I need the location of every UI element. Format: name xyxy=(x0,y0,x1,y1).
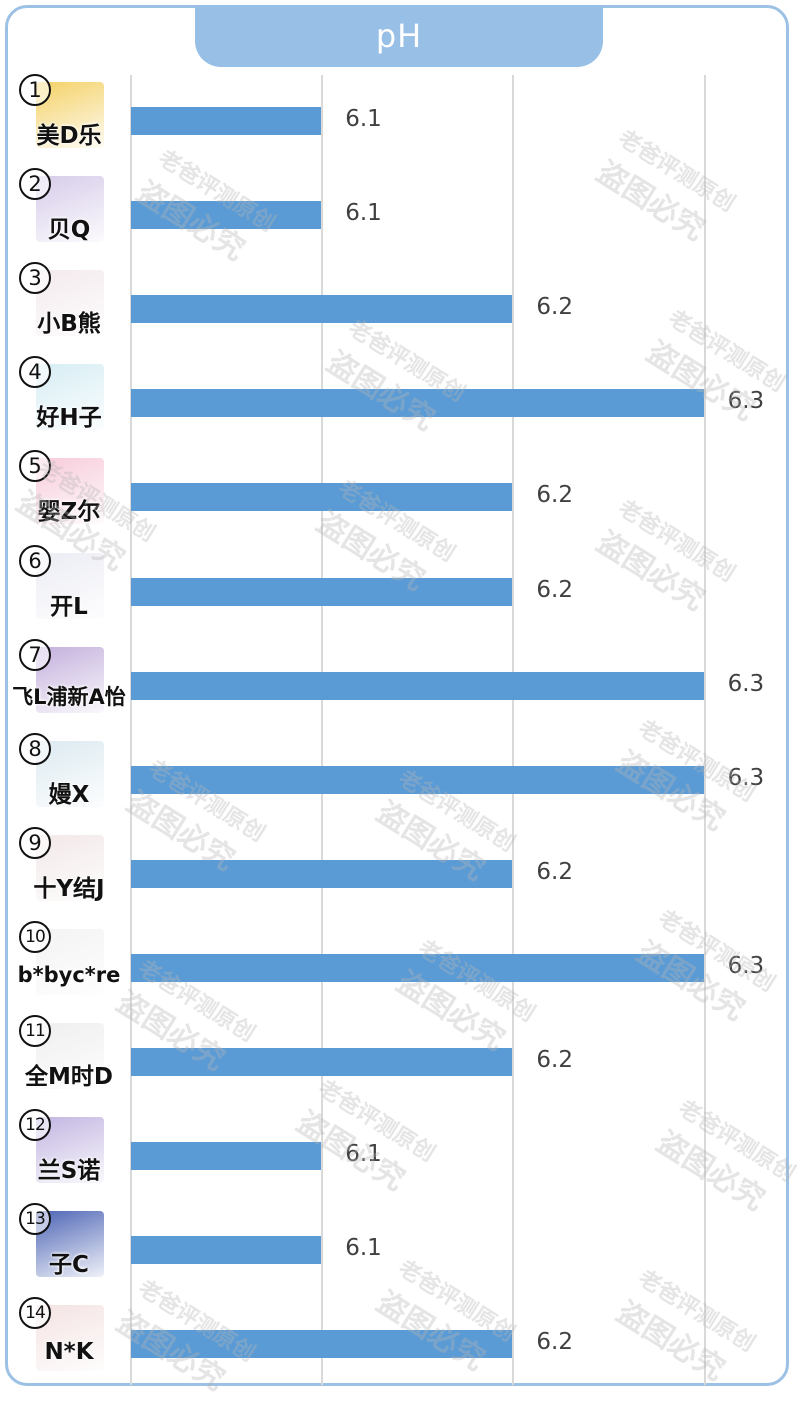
table-row: 1 美D乐 6.1 xyxy=(0,74,800,168)
bar xyxy=(131,765,704,794)
table-row: 12 兰S诺 6.1 xyxy=(0,1109,800,1203)
table-row: 10 b*byc*re 6.3 xyxy=(0,920,800,1015)
product-name: 好H子 xyxy=(36,405,102,432)
bar xyxy=(131,1048,513,1076)
product-name: 婴Z尔 xyxy=(37,499,101,526)
table-row: 6 开L 6.2 xyxy=(0,544,800,639)
rank-number-badge: 13 xyxy=(19,1203,51,1236)
value-label: 6.3 xyxy=(727,670,765,697)
bar xyxy=(131,577,513,606)
rank-number-badge: 9 xyxy=(19,826,51,859)
product-name: 兰S诺 xyxy=(37,1158,101,1185)
value-label: 6.2 xyxy=(536,576,573,603)
value-label: 6.3 xyxy=(727,764,765,791)
rank-number-badge: 2 xyxy=(19,168,51,201)
bar xyxy=(131,1236,322,1265)
gridline xyxy=(321,75,324,1385)
value-label: 6.1 xyxy=(345,200,382,227)
table-row: 14 N*K 6.2 xyxy=(0,1297,800,1391)
bar xyxy=(131,859,513,888)
product-name: 子C xyxy=(49,1252,89,1279)
table-row: 8 嫚X 6.3 xyxy=(0,732,800,827)
value-label: 6.2 xyxy=(536,1329,573,1356)
value-label: 6.1 xyxy=(345,1141,382,1168)
table-row: 4 好H子 6.3 xyxy=(0,356,800,450)
product-name: 美D乐 xyxy=(36,123,102,149)
rank-number-badge: 12 xyxy=(19,1109,51,1142)
value-label: 6.2 xyxy=(536,294,573,321)
rank-number-badge: 8 xyxy=(19,732,51,765)
bar xyxy=(131,953,704,982)
product-name: 全M时D xyxy=(25,1064,113,1090)
chart-title: pH xyxy=(375,17,423,55)
value-label: 6.2 xyxy=(536,858,573,885)
chart-title-tab: pH xyxy=(195,5,603,67)
table-row: 9 十Y结J 6.2 xyxy=(0,826,800,921)
product-name: 小B熊 xyxy=(37,311,101,338)
rank-number-badge: 4 xyxy=(19,356,51,389)
value-label: 6.3 xyxy=(727,388,765,415)
bar xyxy=(131,295,513,324)
rank-number-badge: 5 xyxy=(19,450,51,483)
table-row: 13 子C 6.1 xyxy=(0,1203,800,1297)
bar xyxy=(131,1142,322,1171)
bar xyxy=(131,483,513,512)
value-label: 6.1 xyxy=(345,106,382,132)
product-name: 飞L浦新A怡 xyxy=(12,684,126,709)
rank-number-badge: 3 xyxy=(19,262,51,295)
bar xyxy=(131,671,704,700)
product-name: b*byc*re xyxy=(17,962,121,987)
product-name: 嫚X xyxy=(48,781,90,808)
bar xyxy=(131,389,704,418)
value-label: 6.3 xyxy=(727,952,765,979)
table-row: 11 全M时D 6.2 xyxy=(0,1015,800,1109)
bar xyxy=(131,107,322,135)
gridline xyxy=(512,75,515,1385)
table-row: 7 飞L浦新A怡 6.3 xyxy=(0,638,800,733)
product-name: 贝Q xyxy=(47,217,91,244)
value-label: 6.1 xyxy=(345,1235,382,1262)
value-label: 6.2 xyxy=(536,1047,573,1073)
rank-number-badge: 10 xyxy=(19,920,51,953)
gridline xyxy=(130,75,132,1385)
rank-number-badge: 1 xyxy=(19,74,51,106)
rank-number-badge: 14 xyxy=(19,1297,51,1330)
table-row: 3 小B熊 6.2 xyxy=(0,262,800,356)
product-name: N*K xyxy=(44,1339,94,1366)
rank-number-badge: 11 xyxy=(19,1015,51,1047)
rank-number-badge: 7 xyxy=(19,638,51,671)
product-name: 开L xyxy=(50,593,88,620)
value-label: 6.2 xyxy=(536,482,573,509)
table-row: 2 贝Q 6.1 xyxy=(0,168,800,262)
bar xyxy=(131,201,322,230)
table-row: 5 婴Z尔 6.2 xyxy=(0,450,800,544)
gridline xyxy=(703,75,706,1385)
bar xyxy=(131,1330,513,1359)
rank-number-badge: 6 xyxy=(19,544,51,577)
product-name: 十Y结J xyxy=(33,875,105,902)
